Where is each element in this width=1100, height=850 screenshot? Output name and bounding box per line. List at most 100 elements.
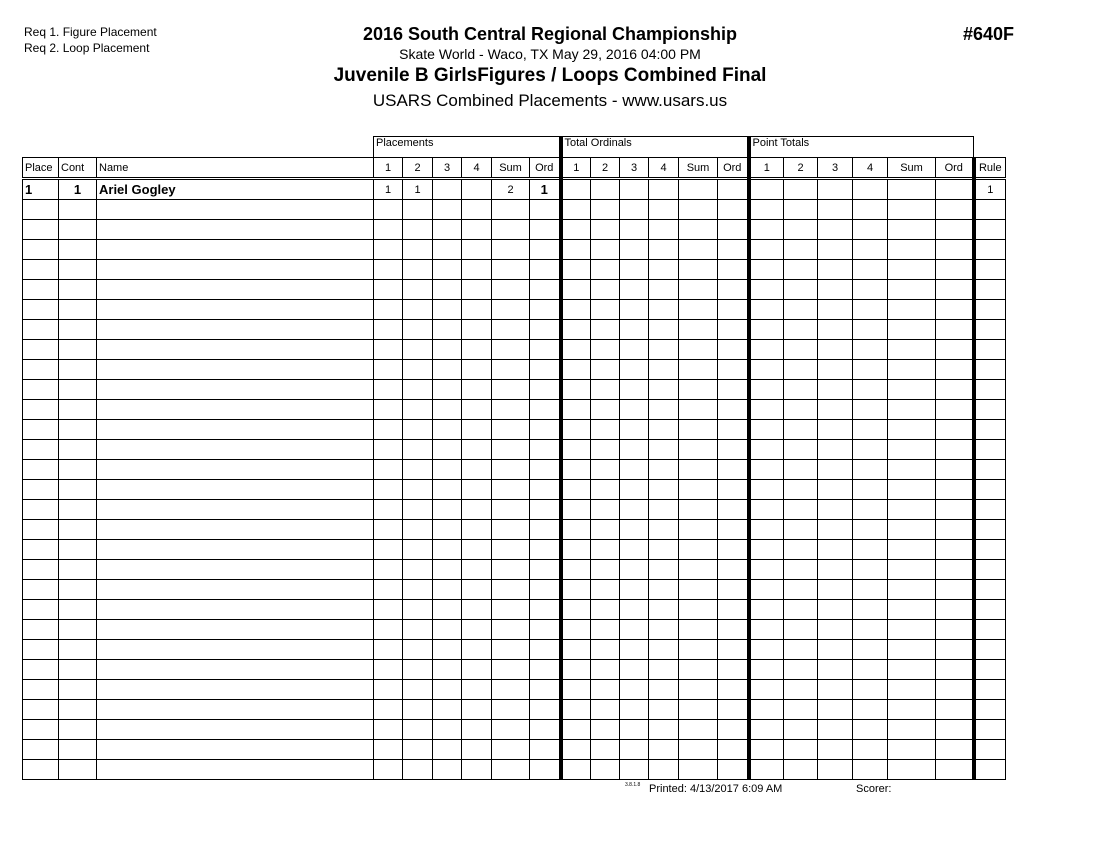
table-cell bbox=[648, 619, 679, 640]
table-cell bbox=[590, 459, 620, 480]
table-row bbox=[22, 679, 1006, 700]
table-cell bbox=[971, 599, 1006, 620]
table-row bbox=[22, 239, 1006, 260]
table-cell bbox=[402, 459, 433, 480]
table-cell bbox=[717, 419, 749, 440]
table-cell bbox=[887, 739, 936, 760]
table-cell bbox=[58, 219, 97, 240]
table-cell bbox=[935, 639, 974, 660]
table-cell bbox=[373, 259, 403, 280]
table-cell bbox=[373, 719, 403, 740]
table-cell bbox=[817, 178, 853, 200]
table-cell bbox=[373, 419, 403, 440]
table-cell bbox=[852, 299, 888, 320]
table-cell bbox=[817, 719, 853, 740]
table-cell bbox=[852, 499, 888, 520]
table-cell bbox=[852, 399, 888, 420]
table-cell bbox=[619, 399, 649, 420]
table-cell bbox=[619, 299, 649, 320]
table-cell bbox=[783, 339, 818, 360]
table-cell bbox=[935, 539, 974, 560]
table-cell bbox=[971, 239, 1006, 260]
table-cell bbox=[432, 219, 462, 240]
table-cell bbox=[746, 299, 784, 320]
table-cell bbox=[491, 639, 530, 660]
table-cell bbox=[817, 619, 853, 640]
table-cell bbox=[971, 379, 1006, 400]
table-cell bbox=[619, 259, 649, 280]
table-cell bbox=[935, 659, 974, 680]
table-cell bbox=[461, 459, 492, 480]
table-cell bbox=[746, 739, 784, 760]
table-cell bbox=[678, 319, 718, 340]
table-cell bbox=[491, 599, 530, 620]
table-cell bbox=[96, 199, 374, 220]
table-cell bbox=[817, 739, 853, 760]
table-cell bbox=[558, 259, 591, 280]
table-cell bbox=[558, 559, 591, 580]
table-cell bbox=[678, 359, 718, 380]
table-cell bbox=[817, 579, 853, 600]
table-cell bbox=[648, 539, 679, 560]
table-cell bbox=[58, 719, 97, 740]
table-cell bbox=[529, 259, 561, 280]
table-cell bbox=[491, 699, 530, 720]
table-cell bbox=[529, 299, 561, 320]
table-cell bbox=[717, 259, 749, 280]
table-cell bbox=[746, 639, 784, 660]
table-cell bbox=[432, 339, 462, 360]
table-cell bbox=[22, 459, 59, 480]
table-cell bbox=[402, 519, 433, 540]
table-cell bbox=[373, 499, 403, 520]
table-row bbox=[22, 519, 1006, 540]
table-cell bbox=[887, 439, 936, 460]
table-cell bbox=[746, 279, 784, 300]
table-cell bbox=[971, 699, 1006, 720]
table-cell bbox=[717, 759, 749, 780]
table-cell bbox=[96, 759, 374, 780]
table-cell bbox=[971, 399, 1006, 420]
column-header: Ord bbox=[717, 157, 749, 180]
table-cell bbox=[558, 599, 591, 620]
table-cell bbox=[746, 459, 784, 480]
table-cell bbox=[461, 419, 492, 440]
table-cell bbox=[373, 659, 403, 680]
table-cell bbox=[887, 419, 936, 440]
table-cell bbox=[432, 559, 462, 580]
table-cell bbox=[971, 659, 1006, 680]
table-cell bbox=[402, 419, 433, 440]
table-cell bbox=[590, 659, 620, 680]
table-cell bbox=[96, 679, 374, 700]
table-cell bbox=[619, 739, 649, 760]
column-header: Name bbox=[96, 157, 374, 180]
table-cell bbox=[590, 539, 620, 560]
table-cell bbox=[432, 659, 462, 680]
table-cell bbox=[373, 239, 403, 260]
table-cell bbox=[432, 519, 462, 540]
table-cell bbox=[373, 759, 403, 780]
table-cell bbox=[590, 559, 620, 580]
table-cell bbox=[783, 259, 818, 280]
table-cell bbox=[746, 759, 784, 780]
table-cell bbox=[971, 319, 1006, 340]
table-cell bbox=[558, 659, 591, 680]
table-cell bbox=[58, 579, 97, 600]
table-row bbox=[22, 259, 1006, 280]
column-header: 3 bbox=[619, 157, 649, 180]
table-cell bbox=[529, 439, 561, 460]
table-cell bbox=[432, 699, 462, 720]
table-cell bbox=[491, 419, 530, 440]
table-cell bbox=[887, 639, 936, 660]
table-cell bbox=[590, 239, 620, 260]
table-cell bbox=[461, 679, 492, 700]
table-cell bbox=[935, 739, 974, 760]
table-cell bbox=[373, 619, 403, 640]
table-cell bbox=[678, 439, 718, 460]
table-cell bbox=[58, 519, 97, 540]
table-cell bbox=[619, 679, 649, 700]
subtitle: USARS Combined Placements - www.usars.us bbox=[372, 91, 728, 110]
scorer-label: Scorer: bbox=[856, 783, 892, 795]
table-cell bbox=[96, 479, 374, 500]
table-cell bbox=[96, 519, 374, 540]
table-cell bbox=[935, 719, 974, 740]
